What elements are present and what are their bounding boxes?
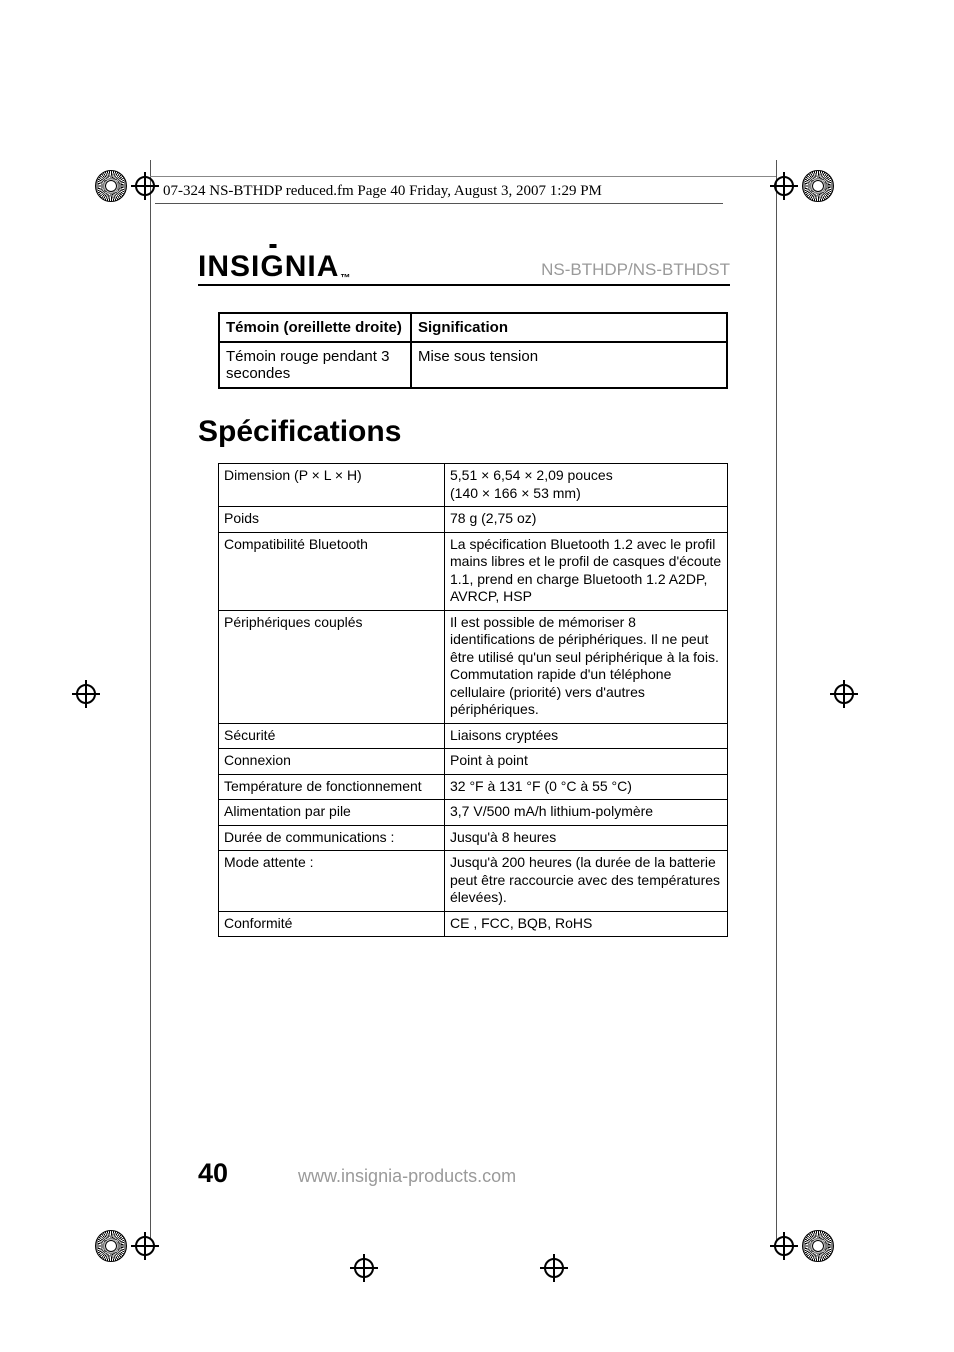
led-table-header-1: Témoin (oreillette droite) [219,313,411,342]
led-indicator-table: Témoin (oreillette droite) Signification… [218,312,728,389]
table-row: SécuritéLiaisons cryptées [219,723,728,749]
specifications-heading: Spécifications [198,415,730,449]
table-row: ConnexionPoint à point [219,749,728,775]
source-file-header: 07-324 NS-BTHDP reduced.fm Page 40 Frida… [155,183,723,204]
model-number: NS-BTHDP/NS-BTHDST [541,260,730,284]
spec-value: 3,7 V/500 mA/h lithium-polymère [445,800,728,826]
table-row: Périphériques couplésIl est possible de … [219,610,728,723]
crop-mark-bottom-mid1 [350,1254,378,1282]
spec-value: Jusqu'à 200 heures (la durée de la batte… [445,851,728,912]
spec-value: 78 g (2,75 oz) [445,507,728,533]
spec-value: CE , FCC, BQB, RoHS [445,911,728,937]
spec-label: Poids [219,507,445,533]
spec-label: Alimentation par pile [219,800,445,826]
spec-value: Il est possible de mémoriser 8 identific… [445,610,728,723]
table-row: Dimension (P × L × H)5,51 × 6,54 × 2,09 … [219,464,728,507]
frame-line-top [150,176,776,177]
table-row: ConformitéCE , FCC, BQB, RoHS [219,911,728,937]
table-row: Mode attente :Jusqu'à 200 heures (la dur… [219,851,728,912]
spec-label: Mode attente : [219,851,445,912]
table-row: Poids78 g (2,75 oz) [219,507,728,533]
brand-logo: INSIGNIA™ [198,250,351,284]
led-table-cell-1: Témoin rouge pendant 3 secondes [219,342,411,388]
footer-url: www.insignia-products.com [298,1166,516,1187]
spec-label: Dimension (P × L × H) [219,464,445,507]
table-row: Compatibilité BluetoothLa spécification … [219,532,728,610]
spec-value: 32 °F à 131 °F (0 °C à 55 °C) [445,774,728,800]
crop-mark-top-right [770,170,834,202]
crop-mark-mid-left [72,680,100,708]
brand-header-row: INSIGNIA™ NS-BTHDP/NS-BTHDST [198,250,730,286]
spec-label: Connexion [219,749,445,775]
frame-line-right [776,160,777,1240]
crop-mark-bottom-mid2 [540,1254,568,1282]
spec-label: Compatibilité Bluetooth [219,532,445,610]
crop-mark-bottom-right [770,1230,834,1262]
led-table-header-2: Signification [411,313,727,342]
frame-line-left [150,160,151,1240]
spec-value: Jusqu'à 8 heures [445,825,728,851]
spec-value: Point à point [445,749,728,775]
table-row: Température de fonctionnement32 °F à 131… [219,774,728,800]
crop-mark-top-left [95,170,159,202]
spec-label: Sécurité [219,723,445,749]
crop-mark-mid-right [830,680,858,708]
spec-label: Périphériques couplés [219,610,445,723]
page-number: 40 [198,1158,228,1189]
led-table-cell-2: Mise sous tension [411,342,727,388]
table-row: Alimentation par pile3,7 V/500 mA/h lith… [219,800,728,826]
page-footer: 40 www.insignia-products.com [198,1158,730,1189]
spec-value: 5,51 × 6,54 × 2,09 pouces (140 × 166 × 5… [445,464,728,507]
page-content: INSIGNIA™ NS-BTHDP/NS-BTHDST Témoin (ore… [198,250,730,937]
spec-value: Liaisons cryptées [445,723,728,749]
table-row: Durée de communications :Jusqu'à 8 heure… [219,825,728,851]
spec-value: La spécification Bluetooth 1.2 avec le p… [445,532,728,610]
spec-label: Température de fonctionnement [219,774,445,800]
spec-label: Durée de communications : [219,825,445,851]
spec-label: Conformité [219,911,445,937]
specifications-table: Dimension (P × L × H)5,51 × 6,54 × 2,09 … [218,463,728,937]
crop-mark-bottom-left [95,1230,159,1262]
